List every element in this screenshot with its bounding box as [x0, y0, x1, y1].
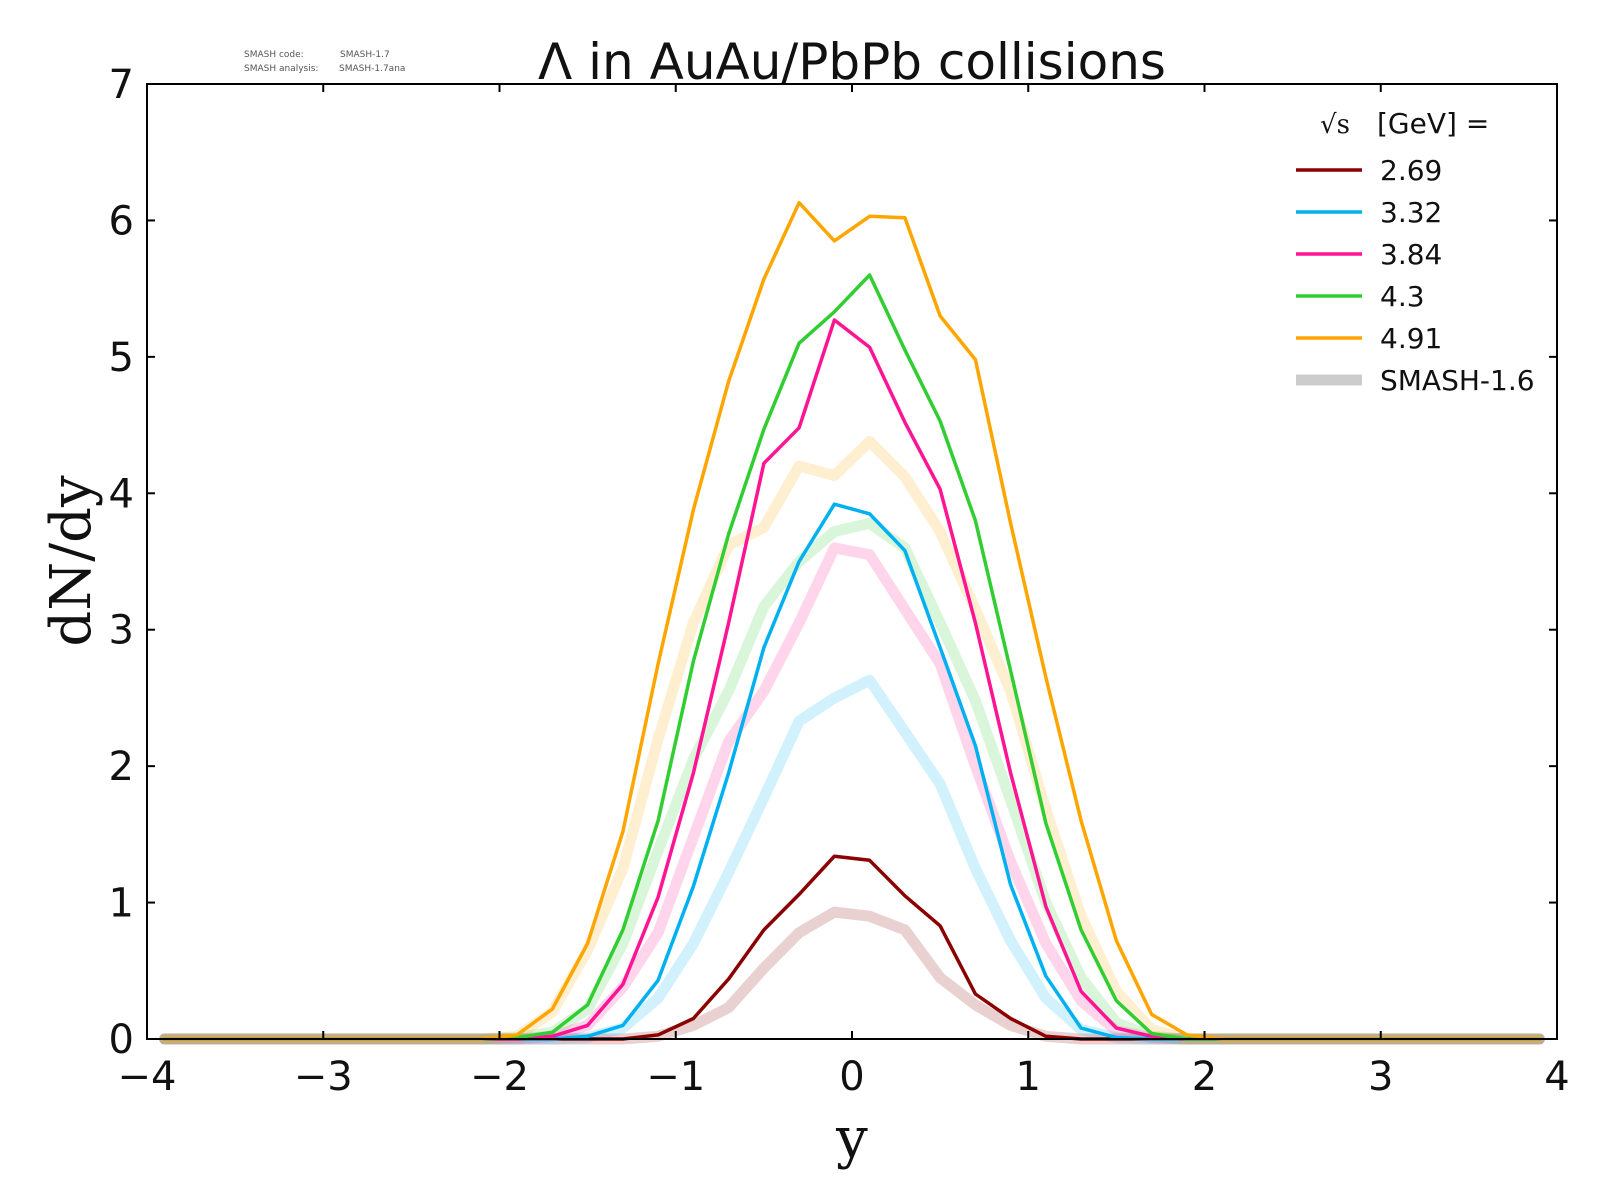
series-line-3-32: [162, 502, 1542, 1041]
meta-code-value: SMASH-1.7: [340, 50, 390, 60]
x-tick-label: −1: [646, 1054, 705, 1100]
x-tick-label: 4: [1544, 1054, 1569, 1100]
x-tick-label: 1: [1016, 1054, 1041, 1100]
x-axis-label: y: [835, 1106, 868, 1171]
tick-labels: −4 −3 −2 −1 0 1 2 3 4 0 1 2 3 4 5 6 7: [109, 62, 1570, 1100]
series-line-4-3: [162, 273, 1542, 1041]
legend: √s [GeV] = 2.69 3.32 3.84 4.3 4.91 SMASH-1.6: [1296, 107, 1535, 397]
meta-analysis-value: SMASH-1.7ana: [339, 64, 405, 74]
y-tick-label: 2: [109, 744, 134, 790]
x-tick-label: −3: [294, 1054, 353, 1100]
x-tick-label: −4: [118, 1054, 177, 1100]
y-tick-label: 4: [109, 471, 134, 517]
meta-analysis-label: SMASH analysis:: [244, 64, 318, 74]
legend-title-text: [GeV] =: [1377, 107, 1489, 140]
reference-series-7: [159, 542, 1545, 1045]
y-axis-label: dN/dy: [39, 475, 104, 647]
chart-title: Λ in AuAu/PbPb collisions: [538, 33, 1166, 91]
legend-label: 4.91: [1380, 322, 1442, 355]
reference-series-8: [159, 517, 1545, 1045]
series-line-3-84: [162, 318, 1542, 1041]
y-tick-label: 0: [109, 1017, 134, 1063]
y-tick-label: 7: [109, 62, 134, 108]
y-tick-label: 6: [109, 198, 134, 244]
y-tick-label: 1: [109, 881, 134, 927]
x-tick-label: 2: [1192, 1054, 1217, 1100]
reference-series-5: [159, 906, 1545, 1045]
x-tick-label: −2: [470, 1054, 529, 1100]
legend-entries: 2.69 3.32 3.84 4.3 4.91 SMASH-1.6: [1296, 154, 1535, 397]
legend-label: 4.3: [1380, 280, 1425, 313]
x-tick-label: 3: [1368, 1054, 1393, 1100]
axis-ticks: [146, 83, 1558, 1040]
y-tick-label: 5: [109, 335, 134, 381]
legend-title-sqrt: √s: [1320, 110, 1350, 140]
meta-code-label: SMASH code:: [244, 50, 304, 60]
x-tick-label: 0: [839, 1054, 864, 1100]
reference-lines: [159, 435, 1545, 1045]
legend-label: 3.32: [1380, 196, 1442, 229]
legend-label: SMASH-1.6: [1380, 364, 1535, 397]
legend-label: 3.84: [1380, 238, 1442, 271]
legend-label: 2.69: [1380, 154, 1442, 187]
series-line-2-69: [162, 854, 1542, 1041]
y-tick-label: 3: [109, 608, 134, 654]
